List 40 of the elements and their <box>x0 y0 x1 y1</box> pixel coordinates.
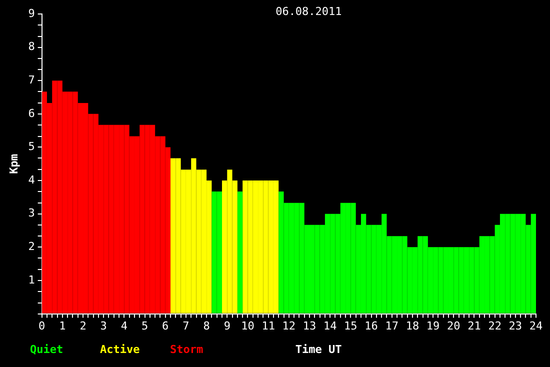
text: Storm <box>170 342 204 356</box>
y-axis-title: Kpm <box>7 154 20 174</box>
y-tick-label: 7 <box>28 73 35 86</box>
x-tick-label: 23 <box>508 319 522 332</box>
x-tick-label: 1 <box>59 319 66 332</box>
x-axis-title: Time UT <box>295 342 342 356</box>
y-tick-label: 4 <box>28 173 36 186</box>
x-tick-label: 19 <box>426 319 440 332</box>
x-tick-label: 0 <box>38 319 46 332</box>
x-tick-label: 3 <box>100 319 107 332</box>
y-tick-label: 6 <box>28 106 35 120</box>
x-tick-label: 9 <box>224 319 230 332</box>
text: Quiet <box>30 342 64 356</box>
x-tick-label: 18 <box>406 319 420 332</box>
x-tick-label: 4 <box>120 319 128 332</box>
y-tick-label: 8 <box>28 40 35 54</box>
chart-title: 06.08.2011 <box>276 4 342 18</box>
x-tick-label: 17 <box>385 319 398 332</box>
y-tick-label: 5 <box>28 140 35 154</box>
x-tick-label: 13 <box>302 319 316 332</box>
y-tick-label: 2 <box>28 240 35 254</box>
x-tick-label: 8 <box>203 319 210 332</box>
x-tick-label: 24 <box>529 319 543 332</box>
x-tick-label: 16 <box>364 319 378 332</box>
x-tick-label: 6 <box>162 319 169 332</box>
x-tick-label: 14 <box>323 319 338 332</box>
x-tick-label: 15 <box>344 319 358 332</box>
x-tick-label: 21 <box>468 319 481 332</box>
y-tick-label: 9 <box>28 6 35 20</box>
x-tick-label: 12 <box>282 319 296 332</box>
y-tick-label: 1 <box>28 273 35 286</box>
text: Active <box>100 342 140 356</box>
x-tick-label: 20 <box>447 319 460 332</box>
x-tick-label: 7 <box>182 319 190 332</box>
y-tick-label: 3 <box>28 206 35 220</box>
x-tick-label: 11 <box>262 319 275 332</box>
x-tick-label: 2 <box>80 319 86 332</box>
x-tick-label: 5 <box>141 319 148 332</box>
x-tick-label: 22 <box>488 319 502 332</box>
x-tick-label: 10 <box>241 319 254 332</box>
